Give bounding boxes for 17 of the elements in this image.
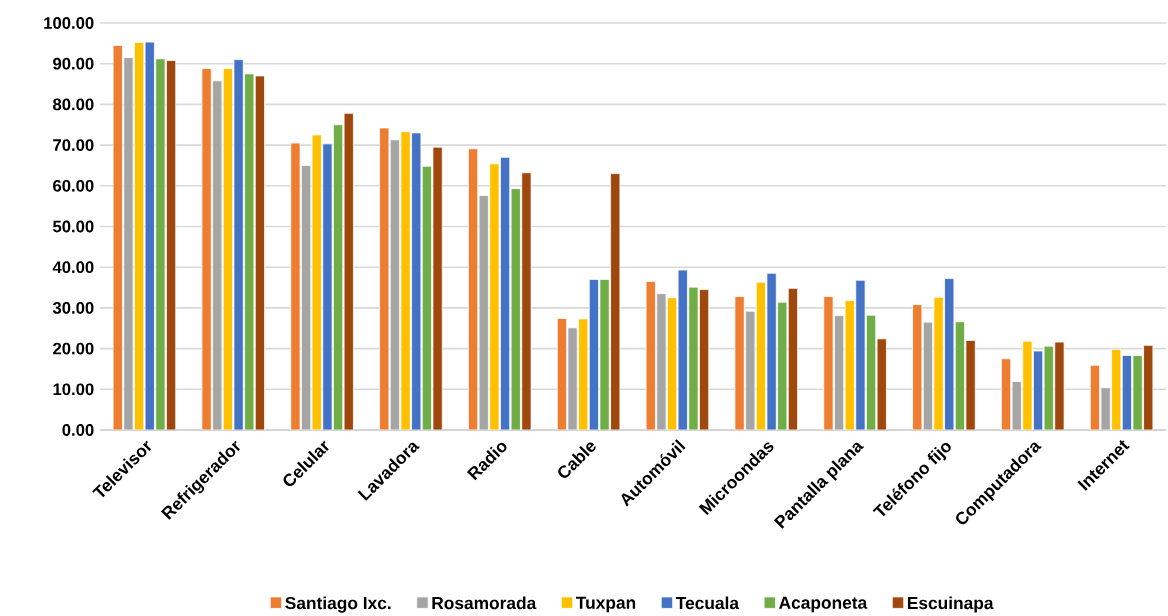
y-tick-label: 20.00 (53, 342, 94, 355)
y-tick-label: 60.00 (53, 179, 94, 192)
y-tick-label: 10.00 (53, 383, 94, 396)
y-tick-label: 70.00 (53, 139, 94, 151)
legend-label: Santiago Ixc. (285, 596, 391, 613)
y-tick-label: 50.00 (53, 220, 94, 233)
legend-label: Escuinapa (907, 596, 994, 613)
legend-label: Acaponeta (779, 596, 868, 613)
y-tick-label: 40.00 (52, 261, 94, 274)
legend-label: Tuxpan (576, 596, 636, 613)
legend-label: Rosamorada (432, 596, 537, 610)
legend-label: Tecuala (675, 596, 740, 610)
y-tick-label: 30.00 (52, 301, 94, 314)
y-tick-label: 0.00 (62, 424, 94, 436)
y-tick-label: 90.00 (53, 57, 94, 70)
y-tick-label: 100.00 (44, 17, 94, 29)
y-tick-label: 80.00 (53, 98, 94, 111)
